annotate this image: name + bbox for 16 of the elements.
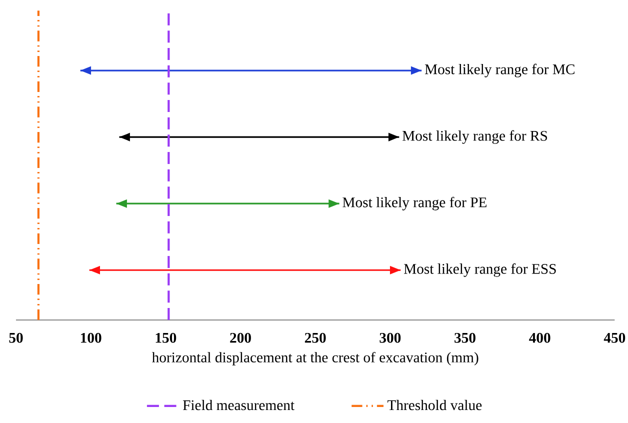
x-tick-label: 300: [380, 333, 401, 343]
x-tick-label: 450: [604, 333, 626, 343]
x-axis-title: horizontal displacement at the crest of excavation (mm): [152, 352, 478, 366]
legend-label: Field measurement: [182, 400, 294, 410]
x-tick-label: 200: [230, 333, 251, 343]
x-tick-label: 50: [9, 333, 23, 343]
x-tick-label: 100: [81, 333, 102, 343]
x-tick-label: 350: [454, 333, 476, 343]
x-tick-label: 250: [304, 333, 326, 343]
y-tick-label: Most likely range for PE: [342, 196, 486, 210]
y-tick-label: Most likely range for ESS: [404, 264, 556, 278]
x-tick-label: 150: [156, 333, 176, 343]
y-tick-label: Most likely range for MC: [424, 64, 574, 78]
y-tick-label: Most likely range for RS: [402, 130, 547, 144]
legend-label: Threshold value: [387, 400, 482, 410]
x-tick-label: 400: [529, 333, 550, 343]
